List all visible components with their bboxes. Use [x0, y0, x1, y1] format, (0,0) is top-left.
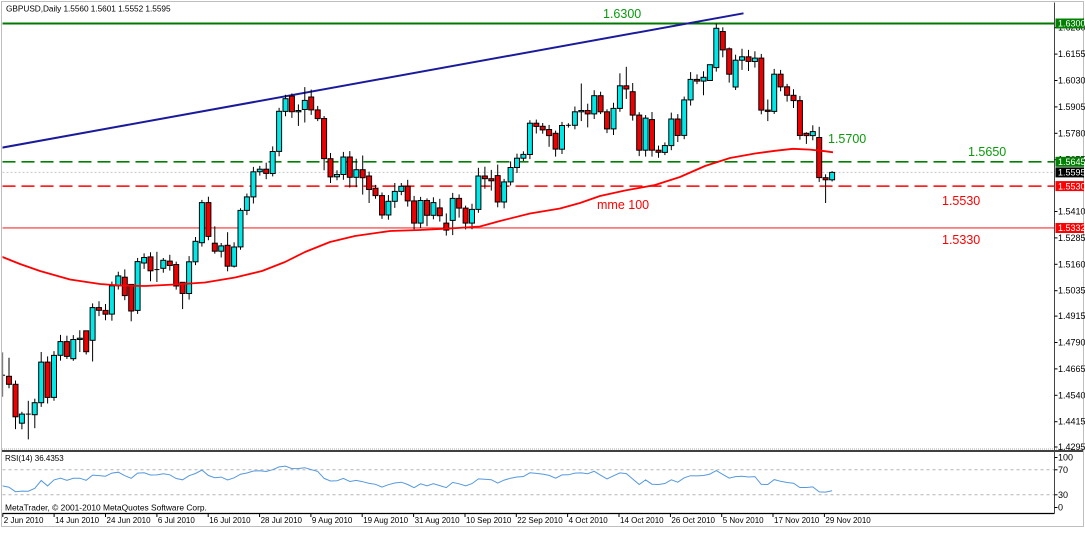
svg-text:100: 100 [1058, 453, 1073, 463]
svg-text:0: 0 [1058, 503, 1063, 513]
svg-text:1.5645: 1.5645 [1058, 157, 1085, 167]
svg-text:70: 70 [1058, 465, 1068, 475]
svg-text:1.5780: 1.5780 [1058, 128, 1085, 138]
svg-text:28 Jul 2010: 28 Jul 2010 [261, 516, 303, 525]
svg-text:2 Jun 2010: 2 Jun 2010 [4, 516, 44, 525]
svg-text:1.5160: 1.5160 [1058, 259, 1085, 269]
svg-text:4 Oct 2010: 4 Oct 2010 [569, 516, 609, 525]
svg-text:mme 100: mme 100 [597, 198, 649, 212]
svg-text:1.5650: 1.5650 [968, 145, 1006, 159]
svg-text:1.5595: 1.5595 [1058, 168, 1085, 178]
svg-text:17 Nov 2010: 17 Nov 2010 [774, 516, 820, 525]
svg-text:1.4790: 1.4790 [1058, 338, 1085, 348]
svg-text:1.5285: 1.5285 [1058, 233, 1085, 243]
svg-text:1.4415: 1.4415 [1058, 417, 1085, 427]
svg-text:1.4295: 1.4295 [1058, 442, 1085, 452]
svg-text:GBPUSD,Daily 1.5560 1.5601 1.: GBPUSD,Daily 1.5560 1.5601 1.5552 1.5595 [6, 4, 171, 14]
svg-text:31 Aug 2010: 31 Aug 2010 [415, 516, 460, 525]
svg-text:1.6300: 1.6300 [1058, 19, 1085, 29]
svg-text:9 Aug 2010: 9 Aug 2010 [312, 516, 353, 525]
svg-text:1.5410: 1.5410 [1058, 207, 1085, 217]
svg-text:1.4915: 1.4915 [1058, 311, 1085, 321]
svg-text:1.4665: 1.4665 [1058, 364, 1085, 374]
svg-text:1.5530: 1.5530 [1058, 181, 1085, 191]
svg-text:1.5905: 1.5905 [1058, 102, 1085, 112]
svg-text:MetaTrader, © 2001-2010 MetaQu: MetaTrader, © 2001-2010 MetaQuotes Softw… [5, 503, 207, 513]
svg-text:22 Sep 2010: 22 Sep 2010 [517, 516, 563, 525]
svg-text:29 Nov 2010: 29 Nov 2010 [825, 516, 871, 525]
svg-text:14 Oct 2010: 14 Oct 2010 [620, 516, 664, 525]
svg-text:1.5330: 1.5330 [942, 233, 980, 247]
svg-text:1.5035: 1.5035 [1058, 286, 1085, 296]
svg-text:5 Nov 2010: 5 Nov 2010 [723, 516, 764, 525]
svg-text:1.6300: 1.6300 [603, 7, 641, 21]
svg-text:30: 30 [1058, 490, 1068, 500]
svg-text:26 Oct 2010: 26 Oct 2010 [671, 516, 715, 525]
svg-text:19 Aug 2010: 19 Aug 2010 [363, 516, 408, 525]
svg-text:16 Jul 2010: 16 Jul 2010 [209, 516, 251, 525]
svg-text:6 Jul 2010: 6 Jul 2010 [158, 516, 195, 525]
svg-text:10 Sep 2010: 10 Sep 2010 [466, 516, 512, 525]
svg-text:1.6155: 1.6155 [1058, 49, 1085, 59]
svg-text:1.5700: 1.5700 [828, 132, 866, 146]
svg-text:RSI(14) 36.4353: RSI(14) 36.4353 [5, 454, 64, 463]
svg-text:1.5530: 1.5530 [942, 194, 980, 208]
svg-text:1.6030: 1.6030 [1058, 76, 1085, 86]
svg-text:24 Jun 2010: 24 Jun 2010 [107, 516, 152, 525]
svg-text:1.5332: 1.5332 [1058, 223, 1085, 233]
svg-text:1.4540: 1.4540 [1058, 390, 1085, 400]
svg-text:14 Jun 2010: 14 Jun 2010 [55, 516, 100, 525]
